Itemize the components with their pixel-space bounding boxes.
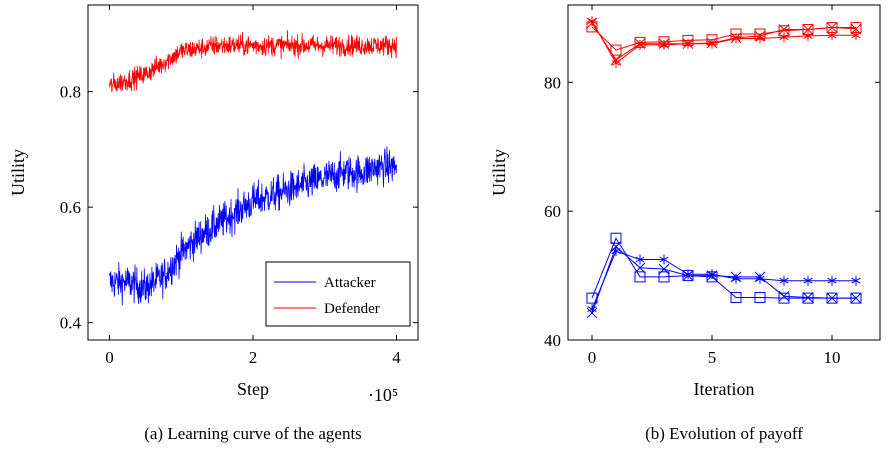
y-tick-label: 0.8 xyxy=(60,83,81,102)
series-line-defender xyxy=(109,30,397,93)
data-point-star xyxy=(755,273,765,284)
x-tick-label: 0 xyxy=(588,348,597,367)
data-point-x xyxy=(850,23,862,35)
data-point-star xyxy=(587,16,597,27)
series-line-attacker xyxy=(109,146,397,306)
data-point-x xyxy=(850,292,862,304)
chart-caption: (b) Evolution of payoff xyxy=(645,424,803,443)
series-line xyxy=(591,26,856,51)
x-tick-label: 0 xyxy=(105,348,114,367)
data-point-star xyxy=(707,269,717,280)
data-point-square xyxy=(778,292,790,304)
data-point-x xyxy=(826,22,838,33)
data-point-star xyxy=(803,275,813,286)
y-tick-label: 80 xyxy=(544,73,561,92)
x-multiplier-label: ·10⁵ xyxy=(368,385,398,405)
data-point-x xyxy=(802,24,814,35)
data-point-square xyxy=(658,271,670,283)
data-point-square xyxy=(610,44,622,56)
data-point-star xyxy=(755,33,765,44)
y-tick-label: 0.6 xyxy=(60,198,81,217)
x-axis-label: Iteration xyxy=(694,379,755,399)
series-line xyxy=(591,22,857,61)
data-point-square xyxy=(730,291,742,303)
x-tick-label: 4 xyxy=(392,348,401,367)
chart-caption: (a) Learning curve of the agents xyxy=(144,424,362,443)
data-point-star xyxy=(683,38,693,49)
legend-box xyxy=(265,261,411,327)
data-point-x xyxy=(634,262,646,274)
y-axis-label: Utility xyxy=(8,149,28,196)
series-line xyxy=(591,250,856,310)
data-point-star xyxy=(731,33,741,44)
data-point-star xyxy=(707,38,717,49)
plot-frame xyxy=(567,4,881,341)
y-tick-label: 60 xyxy=(544,202,561,221)
data-point-square xyxy=(754,291,766,303)
series-line xyxy=(591,237,856,299)
data-point-star xyxy=(851,275,861,286)
x-tick-label: 10 xyxy=(824,348,841,367)
data-point-star xyxy=(827,275,837,286)
series-line xyxy=(591,20,856,64)
x-tick-label: 2 xyxy=(249,348,258,367)
legend-label: Attacker xyxy=(324,275,376,291)
y-axis-label: Utility xyxy=(489,149,509,196)
data-point-star xyxy=(827,30,837,41)
data-point-star xyxy=(851,30,861,41)
y-tick-label: 0.4 xyxy=(60,314,82,333)
data-point-x xyxy=(658,263,670,275)
data-point-star xyxy=(635,254,645,265)
data-point-x xyxy=(802,292,814,303)
data-point-star xyxy=(611,58,621,68)
data-point-x xyxy=(826,292,838,304)
data-point-square xyxy=(610,232,622,244)
legend-label: Defender xyxy=(324,301,380,317)
data-point-x xyxy=(778,24,790,35)
data-point-star xyxy=(659,254,669,265)
data-point-star xyxy=(659,39,669,50)
data-point-star xyxy=(779,32,789,43)
data-point-square xyxy=(634,271,646,283)
data-point-star xyxy=(635,39,645,50)
data-point-star xyxy=(611,246,621,257)
x-axis-label: Step xyxy=(237,379,269,399)
data-point-x xyxy=(778,290,790,302)
data-point-star xyxy=(731,273,741,284)
data-point-star xyxy=(683,269,693,280)
x-tick-label: 5 xyxy=(708,348,717,367)
data-point-star xyxy=(803,30,813,41)
data-point-star xyxy=(587,304,597,315)
y-tick-label: 40 xyxy=(544,331,561,350)
data-point-star xyxy=(779,275,789,286)
